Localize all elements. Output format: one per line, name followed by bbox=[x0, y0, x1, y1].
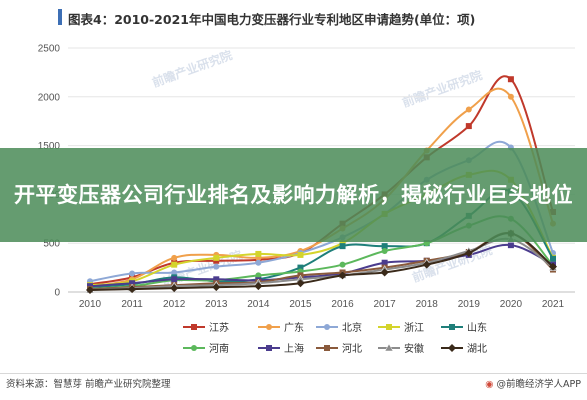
data-point bbox=[381, 259, 388, 266]
data-point bbox=[171, 261, 178, 268]
data-point bbox=[266, 345, 272, 351]
data-point bbox=[129, 280, 136, 287]
data-point bbox=[297, 264, 304, 271]
data-point bbox=[86, 286, 94, 295]
data-point bbox=[507, 76, 514, 83]
legend-label: 安徽 bbox=[404, 342, 424, 355]
data-point bbox=[324, 324, 330, 330]
title-accent-bar bbox=[58, 9, 62, 25]
legend-label: 河北 bbox=[342, 343, 362, 355]
data-point bbox=[464, 248, 473, 257]
data-point bbox=[507, 242, 514, 249]
legend-label: 上海 bbox=[284, 342, 304, 355]
data-point bbox=[255, 259, 262, 266]
data-point bbox=[339, 243, 346, 250]
legend-label: 浙江 bbox=[404, 322, 424, 334]
legend-item-浙江: 浙江 bbox=[378, 322, 424, 334]
data-point bbox=[386, 324, 392, 330]
data-point bbox=[422, 260, 431, 269]
data-point bbox=[297, 251, 304, 258]
y-tick-label: 0 bbox=[54, 288, 60, 299]
data-point bbox=[465, 106, 472, 113]
data-point bbox=[128, 285, 137, 294]
qianzhan-logo-icon: ◉ bbox=[485, 379, 494, 390]
x-tick-label: 2012 bbox=[163, 299, 186, 310]
series-line bbox=[89, 237, 554, 292]
legend-label: 北京 bbox=[342, 321, 362, 334]
x-tick-label: 2016 bbox=[331, 299, 354, 310]
data-point bbox=[448, 344, 456, 352]
data-point bbox=[212, 283, 221, 292]
legend-label: 湖北 bbox=[467, 343, 487, 355]
y-tick-label: 1500 bbox=[38, 141, 61, 152]
data-point bbox=[171, 254, 178, 261]
legend-label: 江苏 bbox=[209, 321, 229, 334]
source-note: 资料来源：智慧芽 前瞻产业研究院整理 bbox=[6, 379, 171, 390]
x-tick-label: 2021 bbox=[542, 299, 565, 310]
legend-label: 山东 bbox=[467, 321, 487, 334]
credit-text: @前瞻经济学人APP bbox=[496, 379, 581, 390]
y-tick-label: 2000 bbox=[38, 92, 61, 103]
legend-label: 广东 bbox=[284, 321, 304, 334]
x-tick-label: 2020 bbox=[500, 299, 523, 310]
legend-item-山东: 山东 bbox=[441, 321, 487, 334]
x-tick-label: 2014 bbox=[247, 299, 270, 310]
data-point bbox=[338, 271, 347, 280]
data-point bbox=[507, 93, 514, 100]
data-point bbox=[549, 262, 557, 271]
data-point bbox=[170, 284, 179, 293]
legend-item-湖北: 湖北 bbox=[441, 343, 487, 355]
data-point bbox=[380, 268, 389, 277]
banner-headline[interactable]: 开平变压器公司行业排名及影响力解析，揭秘行业巨头地位 bbox=[14, 183, 573, 207]
legend-item-河南: 河南 bbox=[183, 342, 229, 355]
chart-header: 图表4：2010-2021年中国电力变压器行业专利地区申请趋势(单位：项) bbox=[0, 0, 587, 34]
x-tick-label: 2017 bbox=[374, 299, 397, 310]
data-point bbox=[381, 243, 388, 250]
data-point bbox=[171, 276, 178, 283]
credit-note: ◉ @前瞻经济学人APP bbox=[485, 376, 581, 390]
data-point bbox=[254, 282, 263, 291]
legend-label: 河南 bbox=[209, 342, 229, 355]
legend-item-河北: 河北 bbox=[316, 343, 362, 355]
x-tick-label: 2011 bbox=[121, 299, 143, 310]
legend-item-上海: 上海 bbox=[258, 342, 304, 355]
article-banner[interactable]: 开平变压器公司行业排名及影响力解析，揭秘行业巨头地位 bbox=[0, 148, 587, 242]
x-axis: 2010 2011 2012 2013 2014 2015 2016 2017 2018 2019… bbox=[79, 299, 565, 310]
data-point bbox=[266, 324, 272, 330]
series-安徽 bbox=[85, 234, 558, 294]
data-point bbox=[384, 343, 394, 352]
data-point bbox=[213, 276, 220, 283]
legend-item-广东: 广东 bbox=[258, 321, 304, 334]
data-point bbox=[465, 123, 472, 130]
legend-item-安徽: 安徽 bbox=[378, 342, 424, 355]
data-point bbox=[339, 261, 346, 268]
data-point bbox=[381, 248, 388, 255]
x-tick-label: 2015 bbox=[289, 299, 312, 310]
footer-divider bbox=[0, 373, 587, 374]
data-point bbox=[213, 254, 220, 261]
x-tick-label: 2019 bbox=[458, 299, 481, 310]
data-point bbox=[324, 345, 330, 351]
chart-title: 图表4：2010-2021年中国电力变压器行业专利地区申请趋势(单位：项) bbox=[68, 12, 476, 27]
x-tick-label: 2010 bbox=[79, 299, 102, 310]
legend-item-北京: 北京 bbox=[316, 321, 362, 334]
data-point bbox=[255, 250, 262, 257]
data-point bbox=[550, 255, 556, 262]
x-tick-label: 2018 bbox=[416, 299, 439, 310]
data-point bbox=[449, 324, 455, 330]
data-point bbox=[255, 272, 262, 279]
y-tick-label: 2500 bbox=[38, 44, 61, 55]
data-point bbox=[191, 324, 197, 330]
data-point bbox=[213, 263, 220, 270]
data-point bbox=[191, 345, 197, 351]
y-tick-label: 500 bbox=[43, 239, 60, 250]
x-tick-label: 2013 bbox=[205, 299, 228, 310]
data-point bbox=[171, 269, 178, 276]
legend-item-江苏: 江苏 bbox=[183, 321, 229, 334]
data-point bbox=[129, 270, 136, 277]
data-point bbox=[296, 279, 305, 288]
